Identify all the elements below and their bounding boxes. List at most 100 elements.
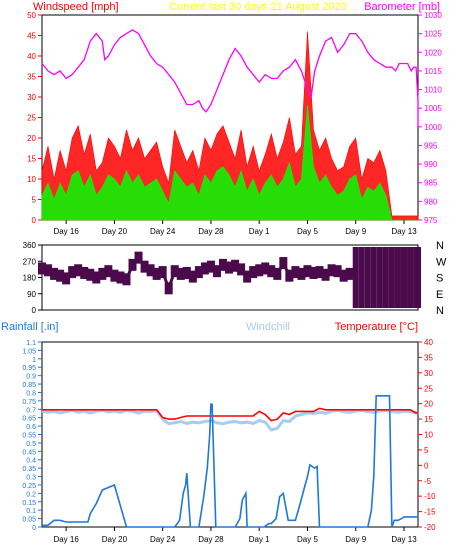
direction-bar <box>382 247 389 308</box>
baro-y-tick-label: 980 <box>424 197 438 206</box>
rain-y-tick-label: 0 <box>32 525 36 532</box>
rain-y-tick-label: 0.1 <box>26 508 36 515</box>
wind-y-tick-label: 0 <box>32 216 37 225</box>
temperature-title: Temperature [°C] <box>335 321 418 333</box>
direction-point <box>345 267 354 280</box>
rain-temp-panel: 00.050.10.150.20.250.30.350.40.450.50.55… <box>22 338 436 544</box>
wind-x-tick-label: Day 5 <box>297 227 318 236</box>
wind-y-tick-label: 30 <box>27 93 36 102</box>
compass-label: E <box>436 289 443 301</box>
temp-y-tick-label: -5 <box>424 477 432 486</box>
rain-y-tick-label: 0.9 <box>26 374 36 381</box>
temp-y-tick-label: 5 <box>424 446 429 455</box>
dir-y-tick-label: 180 <box>23 274 37 283</box>
rain-x-tick-label: Day 1 <box>249 535 270 544</box>
rain-y-tick-label: 0.6 <box>26 424 36 431</box>
rainfall-title: Rainfall [.in] <box>1 321 58 333</box>
compass-label: N <box>436 240 444 252</box>
chart-title: Current last 30 days 21 August 2020 <box>169 1 347 13</box>
wind-y-tick-label: 50 <box>27 11 36 20</box>
baro-y-tick-label: 1020 <box>424 48 442 57</box>
average-series <box>41 105 418 221</box>
baro-y-tick-label: 1000 <box>424 123 442 132</box>
direction-bar <box>352 247 359 308</box>
direction-series <box>41 255 351 293</box>
rain-y-tick-label: 1.05 <box>22 348 36 355</box>
rain-y-tick-label: 0.85 <box>22 382 36 389</box>
rain-y-tick-label: 0.35 <box>22 466 36 473</box>
baro-y-tick-label: 975 <box>424 216 438 225</box>
direction-point <box>38 262 46 275</box>
windchill-title: Windchill <box>246 321 290 333</box>
wind-y-tick-label: 10 <box>27 175 36 184</box>
rain-y-tick-label: 0.7 <box>26 407 36 414</box>
baro-y-tick-label: 1005 <box>424 104 442 113</box>
temp-y-tick-label: -20 <box>424 523 436 532</box>
wind-x-tick-label: Day 1 <box>249 227 270 236</box>
rain-y-tick-label: 0.55 <box>22 433 36 440</box>
direction-bar <box>364 247 371 308</box>
baro-y-tick-label: 1030 <box>424 11 442 20</box>
temperature-series <box>42 407 418 422</box>
rain-y-tick-label: 0.15 <box>22 500 36 507</box>
rain-y-tick-label: 0.05 <box>22 517 36 524</box>
direction-bar <box>358 247 365 308</box>
baro-y-tick-label: 995 <box>424 141 438 150</box>
wind-x-tick-label: Day 20 <box>102 227 128 236</box>
wind-y-tick-label: 25 <box>27 114 36 123</box>
dir-y-tick-label: 0 <box>32 306 37 315</box>
rain-y-tick-label: 0.25 <box>22 483 36 490</box>
rain-x-tick-label: Day 9 <box>345 535 366 544</box>
baro-y-tick-label: 1015 <box>424 67 442 76</box>
rain-x-tick-label: Day 13 <box>391 535 417 544</box>
dir-y-tick-label: 90 <box>27 290 36 299</box>
wind-x-tick-label: Day 28 <box>198 227 224 236</box>
direction-bar <box>415 247 421 308</box>
windspeed-title: Windspeed [mph] <box>33 1 119 13</box>
rain-x-tick-label: Day 5 <box>297 535 318 544</box>
wind-y-tick-label: 5 <box>32 196 37 205</box>
wind-panel: 0510152025303540455097598098599099510001… <box>27 11 442 236</box>
wind-x-tick-label: Day 13 <box>391 227 417 236</box>
direction-bar <box>370 247 377 308</box>
wind-y-tick-label: 40 <box>27 52 36 61</box>
rainfall-series <box>42 395 418 528</box>
rain-x-tick-label: Day 24 <box>150 535 176 544</box>
direction-bar <box>388 247 395 308</box>
temp-y-tick-label: 30 <box>424 369 433 378</box>
direction-bar <box>376 247 383 308</box>
rain-y-tick-label: 0.4 <box>26 458 36 465</box>
rain-x-tick-label: Day 20 <box>102 535 128 544</box>
temp-y-tick-label: 0 <box>424 461 429 470</box>
wind-x-tick-label: Day 16 <box>53 227 79 236</box>
wind-x-tick-label: Day 9 <box>345 227 366 236</box>
direction-bar <box>407 247 414 308</box>
temp-y-tick-label: 40 <box>424 338 433 347</box>
dir-y-tick-label: 270 <box>23 257 37 266</box>
barometer-series <box>41 29 419 127</box>
windchill-series <box>41 408 419 432</box>
compass-label: S <box>436 273 443 285</box>
dir-y-tick-label: 360 <box>23 241 37 250</box>
wind-x-tick-label: Day 24 <box>150 227 176 236</box>
wind-y-tick-label: 35 <box>27 73 36 82</box>
rain-y-tick-label: 0.75 <box>22 399 36 406</box>
wind-y-tick-label: 15 <box>27 155 36 164</box>
baro-y-tick-label: 1010 <box>424 86 442 95</box>
temp-y-tick-label: 25 <box>424 384 433 393</box>
rain-y-tick-label: 1.1 <box>26 340 36 347</box>
compass-label: W <box>436 256 447 268</box>
direction-bar <box>401 247 407 308</box>
wind-y-tick-label: 45 <box>27 32 36 41</box>
gust-series <box>41 31 419 221</box>
rain-y-tick-label: 0.95 <box>22 365 36 372</box>
rain-y-tick-label: 0.45 <box>22 449 36 456</box>
baro-y-tick-label: 1025 <box>424 30 442 39</box>
rain-y-tick-label: 0.8 <box>26 390 36 397</box>
rain-y-tick-label: 0.5 <box>26 441 36 448</box>
compass-label: N <box>436 305 444 317</box>
barometer-title: Barometer [mb] <box>364 1 440 13</box>
